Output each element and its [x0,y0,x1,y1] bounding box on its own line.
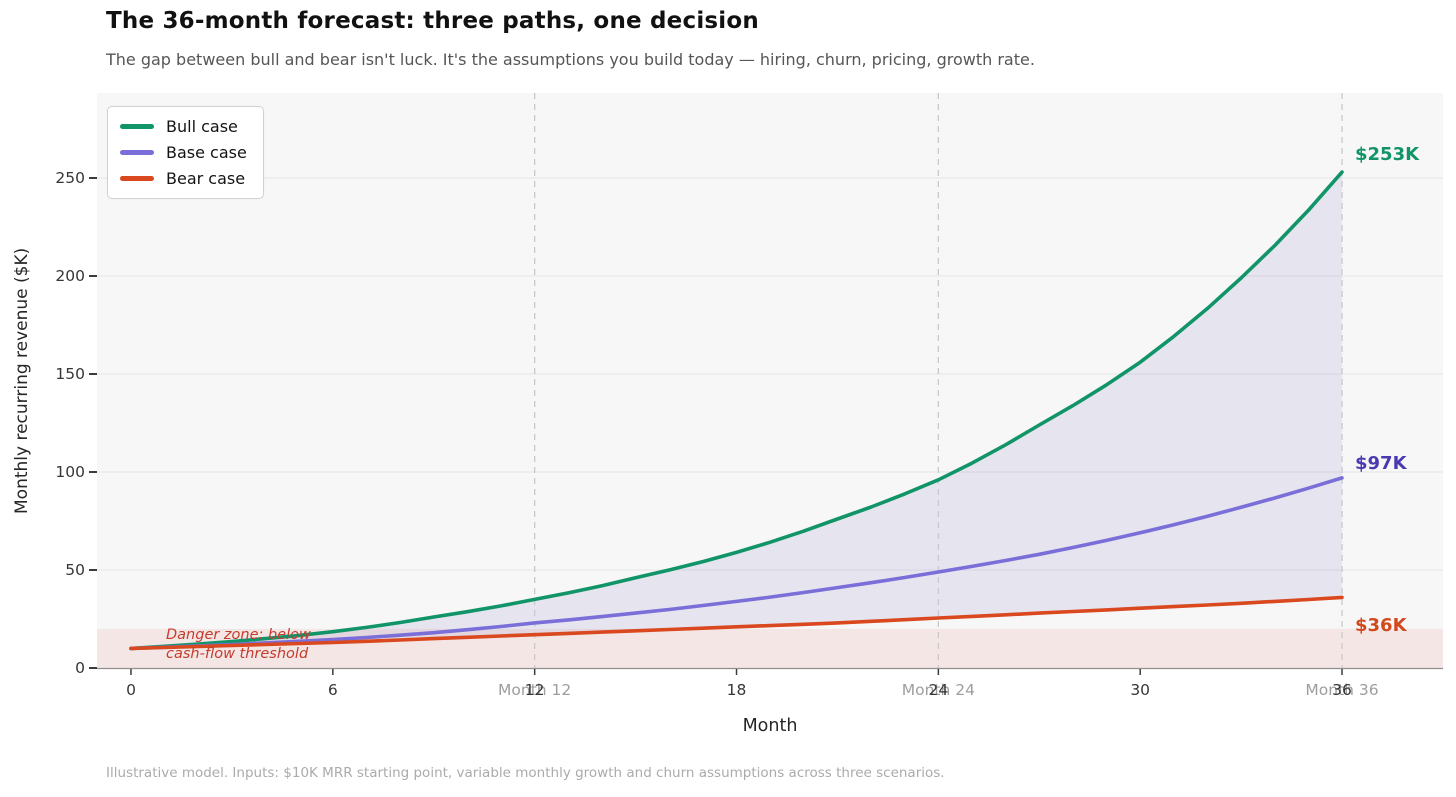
y-tick-label: 200 [55,267,85,285]
danger-zone-annotation-line2: cash-flow threshold [166,646,309,662]
legend-item-bear-case: Bear case [120,169,247,188]
legend-item-base-case: Base case [120,143,247,162]
y-tick-label: 0 [75,659,85,677]
legend-swatch [120,176,154,181]
y-tick-mark [89,471,97,473]
milestone-label: Month 36 [1305,681,1379,699]
milestone-label: Month 12 [498,681,572,699]
y-tick-label: 150 [55,365,85,383]
x-tick-label: 0 [126,681,136,699]
x-tick-label: 24 [928,681,949,699]
end-value-base-case: $97K [1355,452,1407,474]
legend-swatch [120,150,154,155]
milestone-label: Month 24 [901,681,975,699]
page-title: The 36-month forecast: three paths, one … [106,8,759,34]
x-axis-label: Month [742,716,798,736]
y-tick-mark [89,667,97,669]
legend-label: Bull case [166,117,238,136]
footer-note: Illustrative model. Inputs: $10K MRR sta… [106,765,945,781]
x-tick-label: 12 [524,681,545,699]
end-value-bear-case: $36K [1355,615,1407,637]
legend-label: Bear case [166,169,246,188]
page-subtitle: The gap between bull and bear isn't luck… [106,50,1035,69]
danger-zone-annotation-line1: Danger zone: below [166,627,311,643]
x-tick-label: 30 [1130,681,1151,699]
x-tick-label: 36 [1332,681,1352,699]
danger-zone-annotation: Danger zone: below cash-flow threshold [166,626,311,664]
y-tick-label: 50 [65,561,85,579]
end-value-bull-case: $253K [1355,144,1420,166]
y-tick-label: 100 [55,463,85,481]
plot-area [97,93,1443,668]
y-tick-label: 250 [55,169,85,187]
chart-legend: Bull case Base case Bear case [107,106,264,199]
legend-item-bull-case: Bull case [120,117,247,136]
legend-label: Base case [166,143,247,162]
y-tick-mark [89,177,97,179]
x-tick-label: 6 [327,681,338,699]
y-tick-mark [89,275,97,277]
y-tick-mark [89,569,97,571]
legend-swatch [120,124,154,129]
x-tick-label: 18 [726,681,747,699]
y-tick-mark [89,373,97,375]
